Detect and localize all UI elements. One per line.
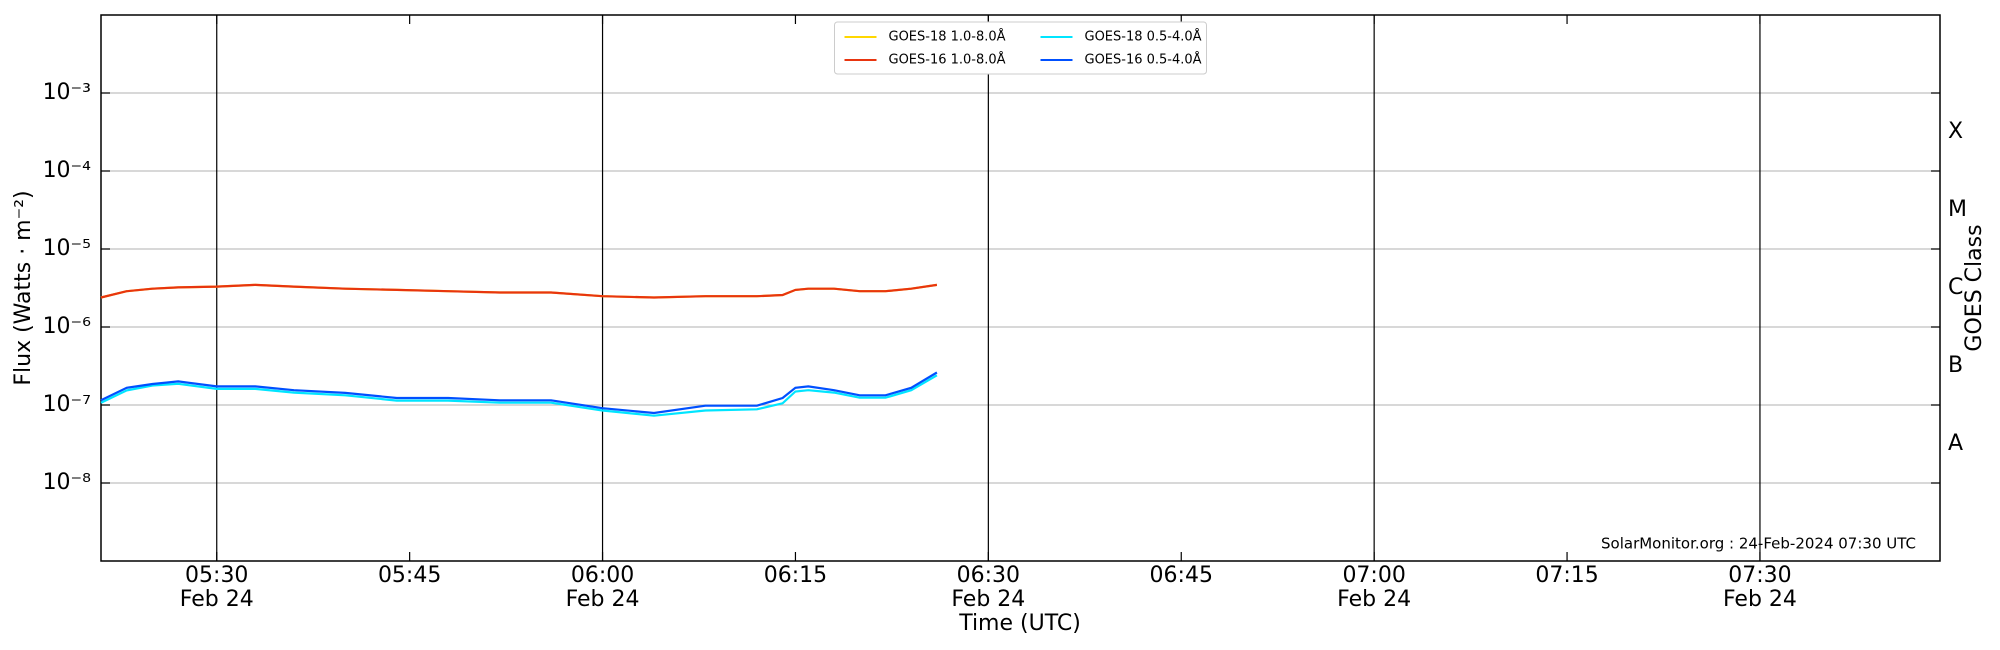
- legend-label: GOES-16 1.0-8.0Å: [889, 52, 1006, 68]
- x-tick-date: Feb 24: [566, 587, 640, 612]
- y2-tick-label: B: [1948, 353, 1963, 378]
- x-tick-date: Feb 24: [180, 587, 254, 612]
- y-tick-label: 10⁻⁵: [43, 236, 91, 261]
- x-axis-label: Time (UTC): [958, 611, 1081, 636]
- y2-axis-label: GOES Class: [1962, 224, 1987, 351]
- x-tick-label: 05:45: [378, 563, 441, 588]
- legend-label: GOES-16 0.5-4.0Å: [1085, 52, 1202, 68]
- legend-label: GOES-18 1.0-8.0Å: [889, 29, 1006, 45]
- y2-tick-label: M: [1948, 197, 1967, 222]
- x-tick-label: 06:30: [957, 563, 1020, 588]
- y-tick-label: 10⁻⁸: [43, 470, 92, 495]
- legend-box: [834, 21, 1207, 75]
- x-tick-label: 06:00: [571, 563, 634, 588]
- y-tick-label: 10⁻⁶: [43, 314, 92, 339]
- x-tick-date: Feb 24: [1337, 587, 1411, 612]
- y2-tick-label: X: [1948, 119, 1963, 144]
- x-tick-label: 06:15: [764, 563, 827, 588]
- x-tick-date: Feb 24: [951, 587, 1025, 612]
- y-tick-label: 10⁻³: [43, 80, 91, 105]
- series-line: [100, 371, 938, 415]
- annotation: SolarMonitor.org : 24-Feb-2024 07:30 UTC: [1601, 535, 1916, 553]
- x-tick-label: 07:15: [1535, 563, 1598, 588]
- y-axis-label: Flux (Watts · m⁻²): [11, 190, 36, 385]
- x-tick-date: Feb 24: [1723, 587, 1797, 612]
- x-tick-label: 05:30: [185, 563, 248, 588]
- legend: GOES-18 1.0-8.0Å GOES-16 1.0-8.0Å GOES-18 …: [834, 21, 1207, 75]
- x-tick-label: 07:30: [1728, 563, 1791, 588]
- y-tick-label: 10⁻⁴: [43, 158, 92, 183]
- y2-tick-label: A: [1948, 431, 1963, 456]
- x-tick-label: 07:00: [1342, 563, 1405, 588]
- y2-tick-label: C: [1948, 275, 1963, 300]
- legend-label: GOES-18 0.5-4.0Å: [1085, 29, 1202, 45]
- y-tick-label: 10⁻⁷: [43, 392, 91, 417]
- series-line: [100, 283, 938, 299]
- x-tick-label: 06:45: [1150, 563, 1213, 588]
- series-line: [100, 374, 938, 417]
- plot-frame: [100, 14, 1941, 562]
